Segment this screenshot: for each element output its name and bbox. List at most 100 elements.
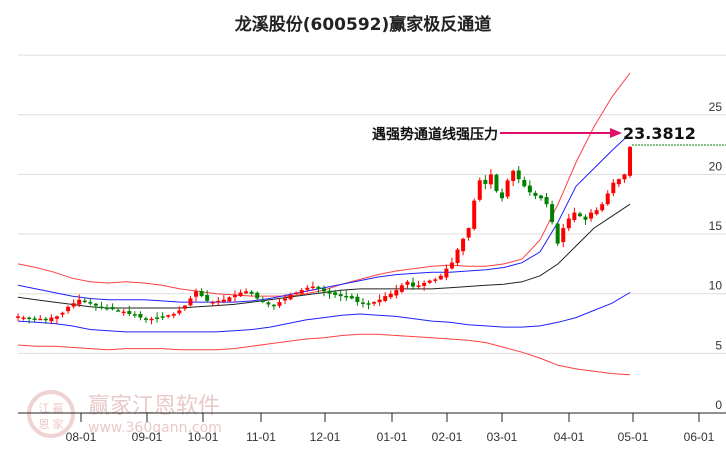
candle-body bbox=[628, 146, 632, 176]
candle-body bbox=[27, 317, 32, 320]
candle-body bbox=[338, 294, 343, 297]
candle-body bbox=[310, 286, 315, 289]
candle-body bbox=[232, 294, 237, 298]
candle-body bbox=[349, 296, 354, 299]
x-tick-label: 06-01 bbox=[684, 430, 715, 444]
candle-body bbox=[177, 310, 182, 314]
resistance-annotation: 遇强势通道线强压力 23.3812 bbox=[372, 124, 726, 146]
candle-body bbox=[149, 318, 154, 321]
candle-body bbox=[566, 218, 571, 229]
inner-lower-line bbox=[17, 292, 631, 333]
candle-body bbox=[277, 302, 282, 306]
candle-body bbox=[155, 317, 160, 319]
candle-body bbox=[294, 292, 299, 295]
y-tick-label: 25 bbox=[709, 100, 723, 114]
arrow-head-icon bbox=[610, 128, 622, 138]
candle-body bbox=[244, 291, 249, 294]
watermark-logo: 江 赢 恩 家 bbox=[27, 390, 75, 438]
candle-body bbox=[54, 316, 59, 319]
candle-body bbox=[511, 170, 516, 182]
candle-body bbox=[171, 313, 176, 316]
candle-body bbox=[522, 179, 527, 187]
candle-body bbox=[405, 281, 410, 285]
candle-body bbox=[600, 204, 605, 211]
candle-body bbox=[372, 302, 377, 304]
y-axis-ticks: 0 5 10 15 20 25 bbox=[709, 100, 723, 412]
candle-body bbox=[477, 180, 482, 200]
candle-body bbox=[182, 305, 187, 309]
candle-body bbox=[216, 300, 221, 303]
candle-body bbox=[221, 299, 226, 302]
candle-body bbox=[399, 285, 404, 292]
y-tick-label: 20 bbox=[709, 159, 723, 173]
logo-char: 家 bbox=[52, 418, 64, 431]
candle-body bbox=[21, 317, 26, 320]
x-tick-label: 05-01 bbox=[618, 430, 649, 444]
candle-body bbox=[360, 302, 365, 304]
candle-body bbox=[383, 296, 388, 301]
candle-body bbox=[433, 279, 438, 281]
candle-body bbox=[583, 216, 588, 220]
channel-bands bbox=[17, 72, 631, 376]
candle-body bbox=[99, 306, 104, 309]
candle-body bbox=[105, 307, 110, 310]
candle-body bbox=[461, 238, 466, 252]
candle-body bbox=[93, 303, 98, 306]
candle-body bbox=[527, 185, 532, 193]
candle-body bbox=[210, 302, 215, 304]
candle-body bbox=[516, 170, 521, 180]
candle-body bbox=[394, 290, 399, 296]
candle-body bbox=[60, 312, 65, 315]
x-axis: 08-01 09-01 10-01 11-01 12-01 01-01 02-01 03-01… bbox=[18, 412, 726, 444]
candle-body bbox=[316, 286, 321, 289]
watermark-brand: 赢家江恩软件 bbox=[88, 394, 221, 419]
candle-body bbox=[472, 200, 477, 229]
candle-body bbox=[500, 192, 505, 199]
candle-body bbox=[305, 287, 310, 290]
candle-body bbox=[533, 192, 538, 196]
candle-body bbox=[283, 298, 288, 301]
candle-body bbox=[38, 318, 43, 321]
candle-body bbox=[488, 174, 493, 185]
x-tick-label: 09-01 bbox=[132, 430, 163, 444]
candle-body bbox=[544, 197, 549, 205]
candle-body bbox=[438, 275, 443, 280]
candle-body bbox=[127, 311, 132, 314]
candle-body bbox=[333, 292, 338, 295]
candle-body bbox=[32, 318, 37, 320]
candle-body bbox=[255, 292, 260, 299]
candle-body bbox=[561, 228, 566, 243]
logo-char: 江 bbox=[38, 402, 50, 415]
candlesticks bbox=[16, 145, 632, 325]
candle-body bbox=[43, 318, 48, 321]
candle-body bbox=[550, 204, 555, 223]
candle-body bbox=[205, 295, 210, 301]
x-tick-label: 01-01 bbox=[377, 430, 408, 444]
annotation-label: 遇强势通道线强压力 bbox=[372, 126, 498, 143]
candle-body bbox=[427, 280, 432, 283]
candle-body bbox=[327, 290, 332, 294]
annotation-value: 23.3812 bbox=[623, 124, 696, 143]
candle-body bbox=[555, 223, 560, 244]
candle-body bbox=[377, 299, 382, 303]
candle-body bbox=[505, 180, 510, 197]
candle-body bbox=[160, 316, 165, 318]
candle-body bbox=[194, 291, 199, 297]
grid-lines bbox=[18, 54, 726, 354]
candle-body bbox=[132, 314, 137, 316]
logo-char: 恩 bbox=[38, 418, 50, 431]
candle-body bbox=[227, 297, 232, 302]
candle-body bbox=[82, 300, 87, 303]
candle-body bbox=[66, 306, 71, 312]
watermark-url: www.360gann.com bbox=[88, 420, 222, 436]
candle-body bbox=[143, 318, 148, 320]
candle-body bbox=[577, 213, 582, 217]
outer-upper-line bbox=[17, 72, 631, 297]
candle-body bbox=[611, 182, 616, 194]
candle-body bbox=[366, 303, 371, 305]
candle-body bbox=[299, 290, 304, 294]
candle-body bbox=[411, 282, 416, 287]
candle-body bbox=[322, 288, 326, 292]
y-tick-label: 5 bbox=[715, 338, 722, 352]
candle-body bbox=[116, 310, 121, 312]
